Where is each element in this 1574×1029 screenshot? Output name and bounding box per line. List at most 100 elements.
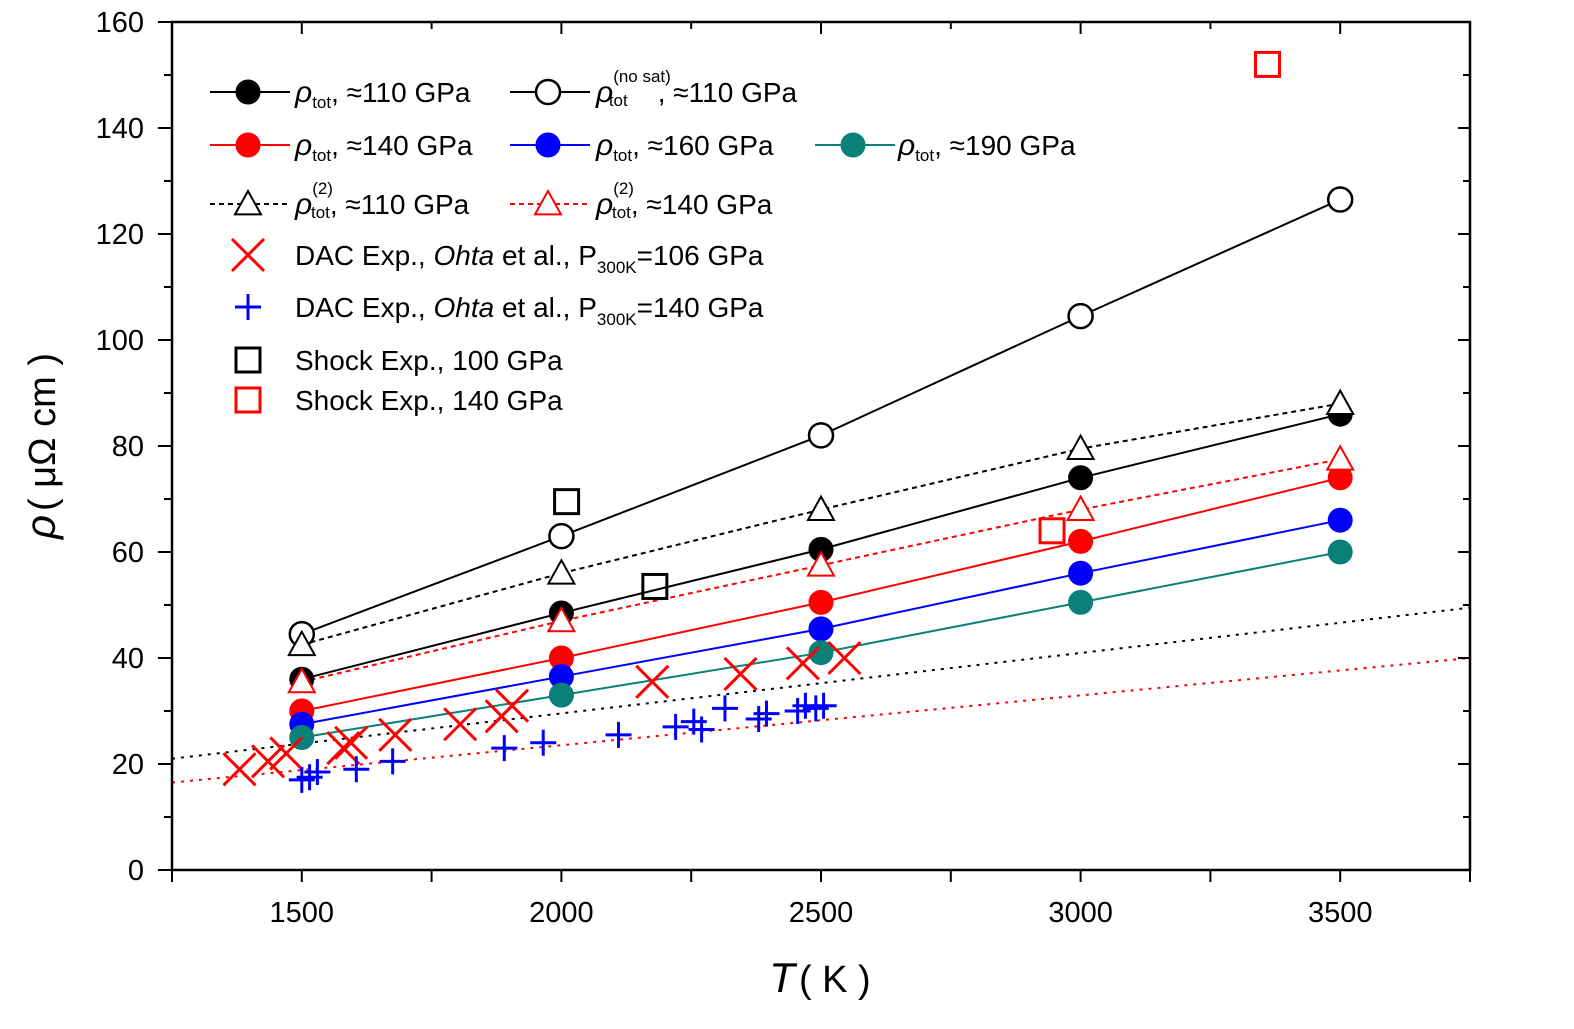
series-1-point (548, 522, 575, 550)
y-tick-label: 140 (96, 113, 144, 145)
fit-line-11 (171, 606, 1471, 760)
y-tick-label: 0 (128, 855, 144, 887)
series-7-point (635, 664, 670, 699)
series-7-point (443, 707, 478, 742)
y-tick-label: 80 (112, 431, 144, 463)
series-8-point (662, 713, 689, 740)
series-5-point (806, 494, 836, 521)
series-3-points (289, 507, 1353, 737)
series-7-points (222, 640, 862, 787)
series-8-point (810, 692, 837, 719)
axis-ticks: 1500 2000 2500 3000 3500 0 20 40 60 80 100 120 140 16… (96, 7, 1471, 929)
legend-label: ρtot, ≈190 GPa (897, 129, 1076, 165)
legend-label: ρtot, ≈140 GPa (294, 129, 473, 165)
x-tick-label: 2000 (529, 897, 594, 929)
legend-item-5: ρ(2) tot, ≈110 GPa (210, 179, 470, 222)
series-5-point (1325, 388, 1355, 415)
series-9-points (553, 488, 669, 600)
series-8-points (288, 692, 837, 793)
series-4-point (1068, 589, 1094, 615)
series-4-point (548, 682, 574, 708)
series-3-point (1327, 507, 1353, 533)
series-5-point (287, 629, 317, 657)
series-marks (222, 50, 1355, 793)
legend-item-0: ρtot, ≈110 GPa (210, 76, 471, 112)
series-7-point (827, 640, 862, 676)
x-tick-label: 3500 (1308, 897, 1373, 929)
series-6-point (806, 550, 836, 577)
series-9-point (553, 488, 581, 516)
series-8-point (379, 748, 406, 775)
legend-marker (840, 132, 866, 158)
series-7-point (785, 646, 820, 681)
y-tick-label: 20 (112, 749, 144, 781)
legend-marker (233, 188, 263, 216)
x-axis-title: T( K ) (769, 954, 870, 1001)
legend-label: ρtot, ≈160 GPa (595, 129, 774, 165)
series-6-point (287, 666, 317, 694)
legend-marker (235, 132, 261, 158)
x-axis-var: T (769, 954, 798, 1001)
legend-marker (535, 132, 561, 158)
legend-label: ρ(2) tot, ≈140 GPa (595, 179, 773, 222)
series-1-point (1326, 186, 1354, 213)
legend-item-1: ρ(no sat) tot, ≈110 GPa (510, 67, 798, 110)
legend-item-6: ρ(2) tot, ≈140 GPa (510, 179, 773, 222)
series-1-point (807, 422, 835, 449)
legend-label: ρ(2) tot, ≈110 GPa (294, 179, 470, 222)
y-axis-unit: ( μΩ cm ) (22, 353, 64, 511)
series-6-points (287, 444, 1355, 694)
series-4-points (289, 539, 1353, 750)
legend-marker (234, 386, 262, 414)
legend-label: ρ(no sat) tot, ≈110 GPa (595, 67, 798, 110)
series-7-point (378, 717, 413, 752)
legend-marker (533, 188, 563, 216)
series-5-points (287, 388, 1355, 657)
series-1-point (1067, 302, 1094, 330)
y-axis-title: ρ ( μΩ cm ) (17, 353, 64, 541)
legend-item-7: DAC Exp., Ohta et al., P300K=106 GPa (230, 237, 764, 277)
series-7-point (495, 688, 530, 723)
legend: ρtot, ≈110 GPa ρ(no sat) tot, ≈110 GPa ρtot… (210, 67, 1076, 416)
series-5-point (546, 558, 577, 585)
legend-label: Shock Exp., 140 GPa (295, 385, 563, 416)
series-10-point (1254, 50, 1282, 78)
series-8-point (304, 758, 331, 785)
y-tick-label: 160 (96, 7, 144, 39)
legend-item-8: DAC Exp., Ohta et al., P300K=140 GPa (235, 292, 764, 329)
series-7-point (326, 731, 361, 766)
legend-label: DAC Exp., Ohta et al., P300K=140 GPa (295, 292, 764, 329)
x-axis-unit: ( K ) (799, 959, 871, 1001)
y-tick-label: 120 (96, 219, 144, 251)
series-3-point (1068, 560, 1094, 586)
legend-item-10: Shock Exp., 140 GPa (234, 385, 563, 416)
legend-label: Shock Exp., 100 GPa (295, 345, 563, 376)
legend-label: DAC Exp., Ohta et al., P300K=106 GPa (295, 240, 764, 277)
series-0-point (1068, 465, 1094, 491)
series-2-point (1068, 528, 1094, 554)
y-axis-var: ρ (17, 515, 64, 541)
series-8-point (753, 700, 780, 727)
series-9-point (641, 572, 669, 600)
x-tick-label: 1500 (270, 897, 335, 929)
legend-marker (234, 346, 262, 374)
legend-item-2: ρtot, ≈140 GPa (210, 129, 473, 165)
x-tick-label: 2500 (789, 897, 854, 929)
series-7-point (723, 656, 758, 691)
series-8-point (711, 695, 738, 722)
series-4-point (1327, 539, 1353, 565)
y-tick-label: 100 (96, 325, 144, 357)
fit-line-12 (171, 657, 1471, 784)
series-8-point (530, 729, 557, 756)
series-7-point (250, 744, 286, 779)
legend-marker (230, 237, 266, 273)
series-8-point (491, 735, 518, 762)
series-8-point (343, 756, 370, 783)
series-6-point (1325, 444, 1355, 471)
series-7-point (269, 736, 304, 771)
series-3-point (808, 616, 834, 642)
series-6-point (546, 605, 577, 633)
series-7-point (334, 725, 369, 760)
series-4-point (808, 640, 834, 666)
